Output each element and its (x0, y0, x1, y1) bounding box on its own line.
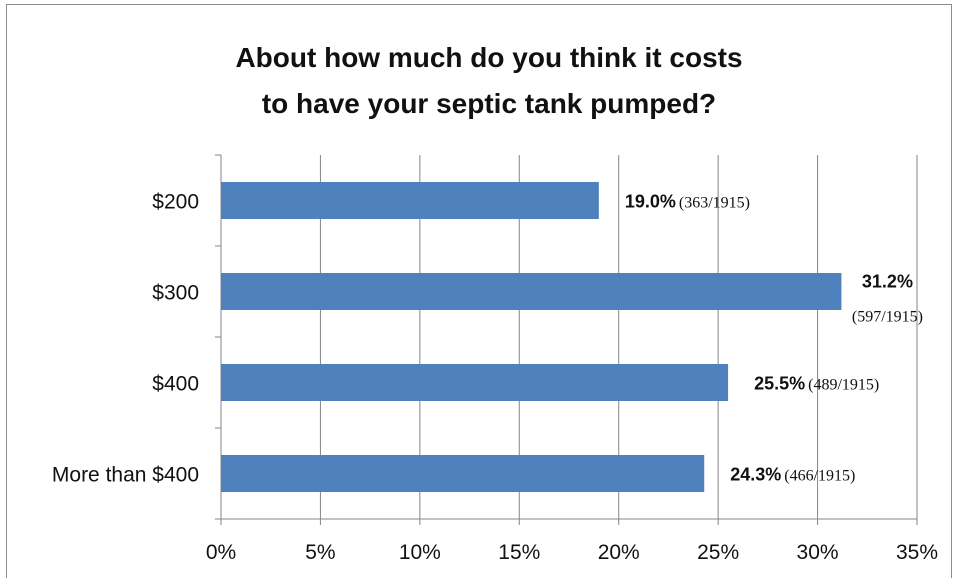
bar-2 (221, 273, 842, 310)
x-tick-label: 5% (305, 541, 335, 564)
data-label-count: (489/1915) (808, 377, 879, 394)
bar-3 (221, 364, 729, 401)
x-tick-label: 10% (399, 541, 441, 564)
x-tick-labels: 0% 5% 10% 15% 20% 25% 30% 35% (206, 541, 938, 564)
chart-frame: About how much do you think it costs to … (6, 4, 952, 578)
chart-title-line-1: About how much do you think it costs (235, 42, 742, 73)
x-tick-label: 0% (206, 541, 236, 564)
data-label-percent: 19.0% (625, 192, 676, 212)
data-label-count: (363/1915) (679, 195, 750, 212)
data-label-percent: 25.5% (754, 374, 805, 394)
x-tick-label: 25% (697, 541, 739, 564)
category-labels: $200 $300 $400 More than $400 (52, 191, 199, 487)
data-labels: 19.0% (363/1915) 31.2% (597/1915) 25.5% (489/… (625, 192, 923, 485)
category-label: More than $400 (52, 464, 199, 487)
category-label: $300 (152, 282, 199, 305)
bar-4 (221, 455, 705, 492)
data-label-percent: 31.2% (862, 272, 913, 292)
chart-title-line-2: to have your septic tank pumped? (262, 88, 716, 119)
data-label-count: (597/1915) (852, 309, 923, 326)
x-tick-label: 30% (797, 541, 839, 564)
bar-1 (221, 182, 599, 219)
data-label-count: (466/1915) (784, 468, 855, 485)
x-tick-label: 35% (896, 541, 938, 564)
category-label: $200 (152, 191, 199, 214)
category-label: $400 (152, 373, 199, 396)
bar-chart: About how much do you think it costs to … (52, 42, 938, 564)
x-tick-label: 15% (498, 541, 540, 564)
bars (221, 182, 842, 492)
data-label-percent: 24.3% (730, 465, 781, 485)
x-tick-label: 20% (598, 541, 640, 564)
